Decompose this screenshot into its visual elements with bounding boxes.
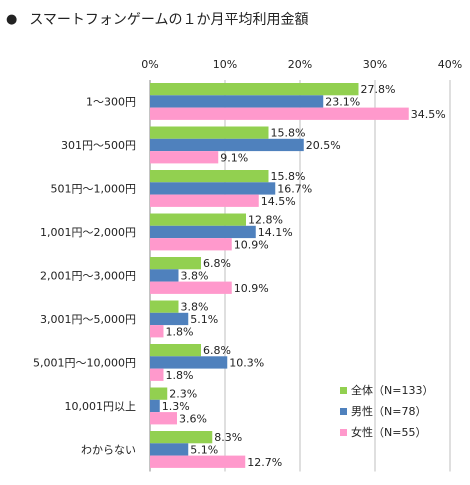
legend-swatch	[340, 387, 347, 394]
bar	[150, 443, 189, 456]
data-label: 10.9%	[234, 238, 269, 251]
bar	[150, 356, 228, 369]
chart-title: ● スマートフォンゲームの１か月平均利用金額	[6, 8, 309, 30]
data-label: 20.5%	[306, 139, 341, 152]
bar	[150, 455, 246, 468]
bar	[150, 269, 179, 282]
category-label: 5,001円～10,000円	[33, 356, 136, 369]
legend-label: 女性（N=55）	[351, 425, 426, 439]
data-label: 12.7%	[247, 456, 282, 469]
bar	[150, 312, 189, 326]
data-label: 3.6%	[179, 412, 207, 425]
data-label: 8.3%	[214, 431, 242, 444]
data-label: 6.8%	[203, 344, 231, 357]
legend-label: 男性（N=78）	[351, 404, 426, 418]
bar	[150, 194, 259, 207]
bar	[150, 138, 304, 152]
bar	[150, 368, 164, 381]
bar	[150, 170, 269, 183]
data-label: 14.1%	[258, 226, 293, 239]
bar	[150, 182, 276, 195]
data-label: 27.8%	[361, 83, 396, 96]
bar	[150, 225, 256, 239]
category-label: 1,001円～2,000円	[40, 226, 136, 239]
bar	[150, 126, 269, 139]
x-tick-label: 10%	[213, 58, 237, 71]
data-label: 15.8%	[271, 170, 306, 183]
bar	[150, 387, 168, 400]
data-label: 3.8%	[181, 269, 209, 282]
data-label: 14.5%	[261, 195, 296, 208]
bar	[150, 213, 246, 226]
category-label: 301円～500円	[61, 139, 136, 152]
category-label: 1～300円	[86, 95, 136, 108]
data-label: 23.1%	[325, 95, 360, 108]
data-label: 10.3%	[229, 356, 264, 369]
bar	[150, 300, 179, 313]
data-label: 10.9%	[234, 282, 269, 295]
data-label: 15.8%	[271, 127, 306, 140]
bar	[150, 431, 213, 444]
legend-swatch	[340, 408, 347, 415]
x-tick-label: 30%	[363, 58, 387, 71]
bar	[150, 238, 232, 251]
bar	[150, 151, 219, 164]
x-tick-label: 0%	[141, 58, 158, 71]
category-label: 2,001円～3,000円	[40, 269, 136, 282]
category-label: 501円～1,000円	[51, 182, 137, 195]
data-label: 2.3%	[169, 388, 197, 401]
data-label: 6.8%	[203, 257, 231, 270]
category-label: わからない	[81, 443, 136, 456]
title-text: スマートフォンゲームの１か月平均利用金額	[29, 12, 309, 28]
bar	[150, 95, 324, 108]
data-label: 34.5%	[411, 108, 446, 121]
data-label: 1.8%	[166, 369, 194, 382]
x-tick-label: 20%	[288, 58, 312, 71]
category-label: 3,001円～5,000円	[40, 313, 136, 326]
title-bullet: ●	[6, 11, 18, 27]
data-label: 1.8%	[166, 325, 194, 338]
category-labels: 1～300円 301円～500円 501円～1,000円 1,001円～2,000円 2…	[33, 95, 136, 456]
bar	[150, 412, 177, 425]
data-label: 5.1%	[190, 443, 218, 456]
legend: 全体（N=133） 男性（N=78） 女性（N=55）	[340, 383, 433, 439]
bar	[150, 257, 201, 270]
bar	[150, 399, 160, 413]
data-labels: 27.8%23.1%34.5%15.8%20.5%9.1%15.8%16.7%1…	[162, 83, 446, 469]
data-label: 16.7%	[277, 182, 312, 195]
bar	[150, 281, 232, 294]
bar	[150, 344, 201, 357]
x-axis-ticks: 0% 10% 20% 30% 40%	[141, 58, 462, 71]
bar	[150, 325, 164, 338]
bar	[150, 83, 359, 96]
x-tick-label: 40%	[438, 58, 462, 71]
data-label: 12.8%	[248, 214, 283, 227]
bars	[150, 83, 409, 468]
data-label: 1.3%	[162, 400, 190, 413]
legend-swatch	[340, 429, 347, 436]
data-label: 3.8%	[181, 301, 209, 314]
category-label: 10,001円以上	[65, 400, 137, 413]
bar	[150, 107, 409, 120]
data-label: 5.1%	[190, 313, 218, 326]
data-label: 9.1%	[220, 151, 248, 164]
legend-label: 全体（N=133）	[351, 383, 433, 397]
